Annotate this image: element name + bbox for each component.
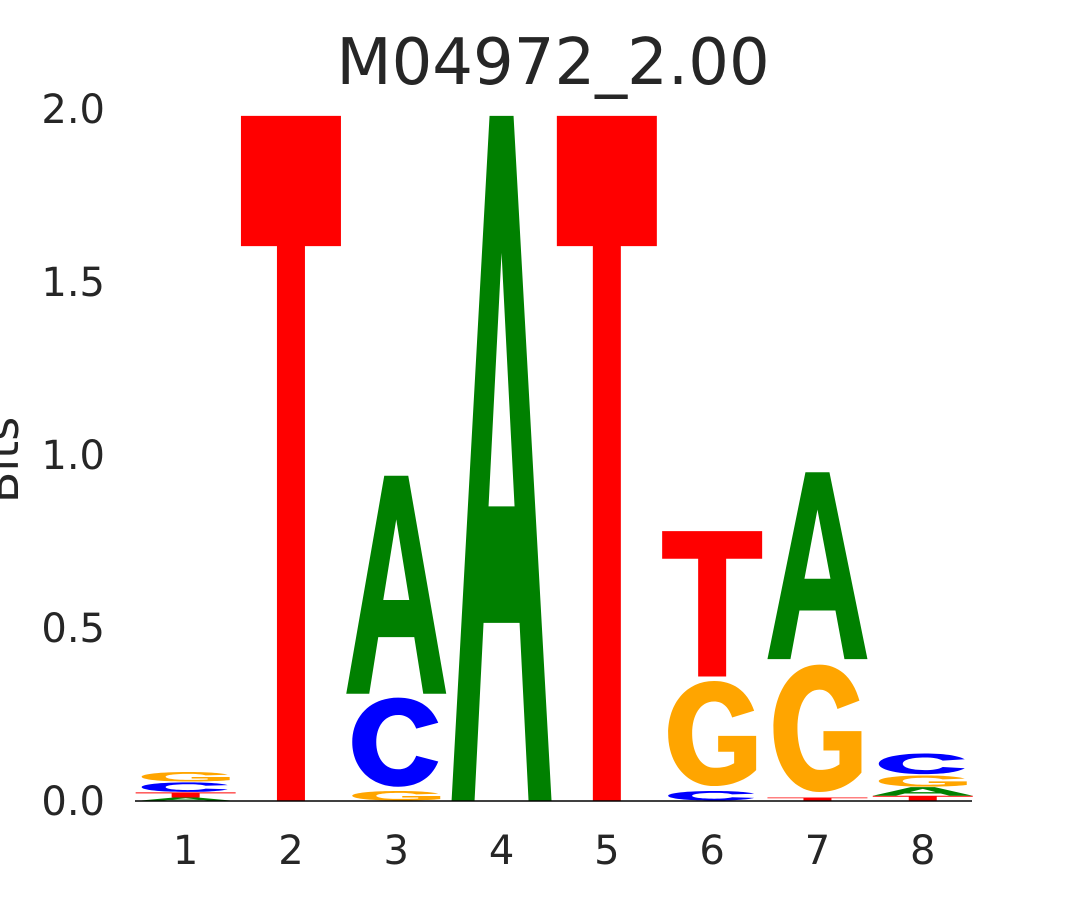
letter-A-pos-7 [767, 472, 868, 660]
x-tick-label: 1 [173, 828, 198, 874]
x-axis-ticks: 1 2 3 4 5 6 7 8 [173, 828, 936, 874]
y-tick-label: 2.0 [41, 87, 105, 133]
x-tick-label: 5 [594, 828, 619, 874]
x-tick-label: 2 [278, 828, 303, 874]
letter-G-pos-8 [878, 775, 967, 787]
y-tick-label: 0.0 [41, 779, 105, 825]
y-axis-ticks: 0.0 0.5 1.0 1.5 2.0 [41, 87, 105, 825]
letter-C-pos-3 [352, 697, 439, 787]
letter-T-pos-6 [662, 531, 763, 677]
letter-stacks [135, 115, 973, 802]
letter-A-pos-3 [346, 475, 447, 694]
y-tick-label: 1.0 [41, 433, 105, 479]
letter-A-pos-1 [135, 797, 236, 801]
y-axis-label: Bits [0, 417, 29, 503]
letter-A-pos-4 [451, 115, 552, 802]
letter-A-pos-8 [872, 787, 973, 796]
x-tick-label: 7 [805, 828, 830, 874]
x-tick-label: 8 [910, 828, 935, 874]
letter-G-pos-1 [141, 772, 230, 782]
y-tick-label: 0.5 [41, 606, 105, 652]
chart-title: M04972_2.00 [336, 26, 769, 100]
letter-C-pos-8 [878, 753, 965, 775]
x-tick-label: 3 [384, 828, 409, 874]
letter-T-pos-2 [240, 115, 341, 802]
letter-T-pos-8 [872, 795, 973, 801]
letter-T-pos-1 [135, 792, 236, 798]
letter-T-pos-7 [767, 797, 868, 801]
letter-C-pos-6 [668, 791, 755, 801]
letter-G-pos-6 [668, 681, 757, 787]
x-tick-label: 4 [489, 828, 514, 874]
y-tick-label: 1.5 [41, 260, 105, 306]
letter-G-pos-7 [773, 664, 862, 793]
letter-C-pos-1 [141, 782, 228, 792]
letter-T-pos-5 [556, 115, 657, 802]
x-tick-label: 6 [699, 828, 724, 874]
letter-G-pos-3 [352, 791, 441, 801]
